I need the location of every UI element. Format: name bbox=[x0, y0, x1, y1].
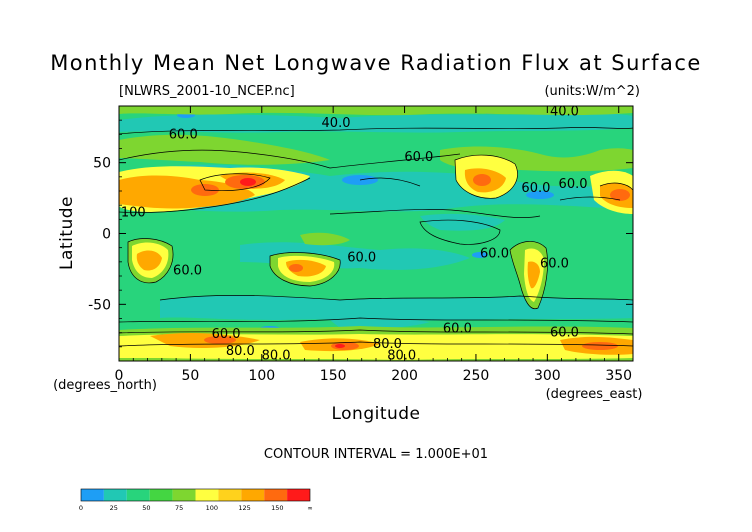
units-label: (units:W/m^2) bbox=[544, 84, 640, 99]
contour-label: 60.0 bbox=[521, 181, 550, 196]
peak-flux-spots bbox=[240, 178, 345, 348]
y-tick-label: -50 bbox=[88, 297, 111, 313]
contour-label: 40.0 bbox=[550, 105, 579, 120]
colorbar: 0 25 50 75 100 125 150 ∞ bbox=[79, 488, 313, 512]
colorbar-label: ∞ bbox=[307, 504, 312, 512]
contour-interval-text: CONTOUR INTERVAL = 1.000E+01 bbox=[264, 447, 488, 462]
contour-label: 60.0 bbox=[550, 326, 579, 341]
x-tick-label: 150 bbox=[320, 368, 347, 384]
colorbar-swatch bbox=[172, 489, 196, 501]
contour-label: 40.0 bbox=[322, 116, 351, 131]
contour-label: 60.0 bbox=[540, 256, 569, 271]
contour-label: 60.0 bbox=[404, 150, 433, 165]
y-unit-label: (degrees_north) bbox=[53, 378, 157, 393]
x-tick-label: 300 bbox=[534, 368, 561, 384]
contour-lines bbox=[119, 127, 633, 347]
x-tick-label: 50 bbox=[181, 368, 199, 384]
y-tick-label: 0 bbox=[102, 227, 111, 243]
contour-label: 60.0 bbox=[212, 327, 241, 342]
contour-label: 100 bbox=[121, 205, 146, 220]
plot-area: 40.0 40.0 60.0 60.0 60.0 60.0 100 60.0 60.0 60.0 6… bbox=[119, 105, 633, 363]
colorbar-swatch bbox=[149, 489, 173, 501]
x-axis-label: Longitude bbox=[331, 404, 420, 424]
x-axis: 0 50 100 150 200 250 300 350 bbox=[115, 106, 632, 384]
contour-label: 60.0 bbox=[347, 251, 376, 266]
contour-label: 80.0 bbox=[262, 348, 291, 363]
x-tick-label: 250 bbox=[463, 368, 490, 384]
colorbar-swatch bbox=[126, 489, 150, 501]
colorbar-swatch bbox=[195, 489, 219, 501]
y-axis: 50 0 -50 bbox=[88, 119, 633, 348]
contour-label: 60.0 bbox=[173, 263, 202, 278]
colorbar-label: 0 bbox=[79, 504, 83, 512]
colorbar-swatch bbox=[218, 489, 242, 501]
y-tick-label: 50 bbox=[93, 156, 111, 172]
colorbar-label: 150 bbox=[271, 504, 283, 512]
x-tick-label: 200 bbox=[391, 368, 418, 384]
y-axis-label: Latitude bbox=[57, 196, 77, 270]
colorbar-label: 125 bbox=[238, 504, 250, 512]
contour-label: 80.0 bbox=[373, 337, 402, 352]
contour-label: 60.0 bbox=[480, 246, 509, 261]
contour-label: 60.0 bbox=[443, 321, 472, 336]
colorbar-swatch bbox=[264, 489, 288, 501]
colorbar-swatch bbox=[103, 489, 127, 501]
colorbar-swatch bbox=[241, 489, 265, 501]
contour-label: 60.0 bbox=[559, 177, 588, 192]
x-tick-label: 100 bbox=[248, 368, 275, 384]
contour-label: 80.0 bbox=[226, 344, 255, 359]
colorbar-frame bbox=[80, 488, 311, 502]
chart-title: Monthly Mean Net Longwave Radiation Flux… bbox=[50, 51, 702, 75]
x-tick-label: 0 bbox=[115, 368, 124, 384]
file-label: [NLWRS_2001-10_NCEP.nc] bbox=[119, 84, 295, 99]
contour-label: 60.0 bbox=[169, 127, 198, 142]
x-tick-label: 350 bbox=[605, 368, 632, 384]
colorbar-label: 25 bbox=[110, 504, 118, 512]
contour-label-layer: 40.0 40.0 60.0 60.0 60.0 60.0 100 60.0 60.0 60.0 6… bbox=[121, 105, 588, 363]
x-unit-label: (degrees_east) bbox=[546, 387, 643, 402]
colorbar-swatch bbox=[81, 489, 104, 501]
contour-label: 80.0 bbox=[387, 348, 416, 363]
colorbar-swatch bbox=[287, 489, 310, 501]
colorbar-label: 75 bbox=[175, 504, 183, 512]
colorbar-label: 100 bbox=[206, 504, 218, 512]
colorbar-label: 50 bbox=[142, 504, 150, 512]
